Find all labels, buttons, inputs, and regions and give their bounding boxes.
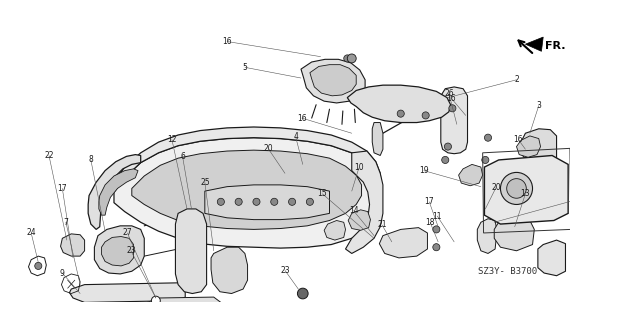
- Polygon shape: [145, 297, 221, 316]
- Circle shape: [271, 198, 278, 205]
- Polygon shape: [348, 210, 371, 230]
- Polygon shape: [88, 155, 141, 229]
- Circle shape: [35, 262, 42, 270]
- Text: 8: 8: [88, 155, 93, 165]
- Text: 4: 4: [293, 132, 298, 141]
- Text: 9: 9: [60, 269, 65, 278]
- Circle shape: [289, 198, 296, 205]
- Text: 3: 3: [536, 101, 541, 110]
- Polygon shape: [94, 226, 144, 274]
- Polygon shape: [346, 151, 383, 254]
- Text: 7: 7: [63, 218, 68, 227]
- Circle shape: [397, 110, 404, 117]
- Circle shape: [344, 55, 351, 62]
- Circle shape: [482, 156, 489, 164]
- Text: 27: 27: [122, 228, 132, 237]
- Polygon shape: [205, 185, 330, 219]
- Text: 26: 26: [444, 89, 454, 98]
- Polygon shape: [477, 219, 497, 254]
- Polygon shape: [211, 247, 248, 293]
- Text: SZ3Y- B3700: SZ3Y- B3700: [478, 267, 537, 276]
- Text: 11: 11: [433, 211, 442, 220]
- Circle shape: [235, 198, 242, 205]
- Text: 6: 6: [180, 152, 185, 161]
- Polygon shape: [522, 129, 557, 164]
- Text: 2: 2: [514, 75, 519, 84]
- Text: 20: 20: [492, 183, 501, 192]
- Text: 5: 5: [243, 63, 247, 72]
- Circle shape: [307, 198, 314, 205]
- Polygon shape: [538, 240, 566, 276]
- Polygon shape: [114, 127, 381, 192]
- Polygon shape: [114, 138, 381, 248]
- Circle shape: [218, 198, 225, 205]
- Text: 13: 13: [520, 189, 530, 198]
- Polygon shape: [102, 236, 134, 266]
- Text: 20: 20: [263, 144, 273, 153]
- Polygon shape: [324, 220, 346, 240]
- Circle shape: [348, 54, 356, 63]
- Text: 23: 23: [280, 266, 290, 275]
- Circle shape: [442, 156, 449, 164]
- Polygon shape: [348, 85, 451, 122]
- Polygon shape: [175, 209, 207, 293]
- Text: 17: 17: [58, 184, 67, 193]
- Circle shape: [422, 112, 429, 119]
- Circle shape: [507, 179, 526, 198]
- Text: 17: 17: [424, 197, 434, 206]
- Polygon shape: [380, 228, 428, 258]
- Polygon shape: [301, 59, 365, 103]
- Polygon shape: [441, 87, 467, 154]
- Polygon shape: [99, 169, 138, 215]
- Circle shape: [444, 143, 451, 150]
- Polygon shape: [29, 256, 46, 276]
- Text: FR.: FR.: [545, 41, 566, 51]
- Polygon shape: [70, 283, 185, 302]
- Polygon shape: [527, 164, 554, 196]
- Polygon shape: [494, 218, 534, 251]
- Circle shape: [637, 255, 640, 264]
- Polygon shape: [484, 155, 568, 224]
- Polygon shape: [525, 37, 543, 51]
- Text: 16: 16: [447, 94, 456, 103]
- Text: 19: 19: [419, 166, 429, 175]
- Polygon shape: [579, 245, 604, 271]
- Circle shape: [484, 134, 492, 141]
- Polygon shape: [459, 164, 483, 186]
- Text: 23: 23: [126, 246, 136, 255]
- Circle shape: [500, 172, 532, 204]
- Polygon shape: [310, 65, 356, 96]
- Circle shape: [433, 244, 440, 251]
- Text: 10: 10: [354, 163, 364, 173]
- Circle shape: [253, 198, 260, 205]
- Polygon shape: [61, 234, 84, 256]
- Text: 16: 16: [297, 114, 307, 122]
- Circle shape: [298, 288, 308, 299]
- Text: 16: 16: [222, 37, 232, 46]
- Circle shape: [449, 105, 456, 112]
- Text: 21: 21: [377, 220, 387, 229]
- Circle shape: [433, 226, 440, 233]
- Circle shape: [152, 296, 160, 305]
- Text: 25: 25: [200, 178, 210, 187]
- Text: 16: 16: [513, 135, 523, 144]
- Polygon shape: [516, 136, 541, 157]
- Polygon shape: [132, 150, 362, 229]
- Text: 24: 24: [26, 228, 36, 237]
- Text: 18: 18: [426, 218, 435, 227]
- Polygon shape: [372, 122, 383, 155]
- Text: 14: 14: [349, 206, 358, 215]
- Text: 15: 15: [317, 189, 327, 198]
- Text: 22: 22: [44, 151, 54, 160]
- Text: 12: 12: [167, 135, 177, 144]
